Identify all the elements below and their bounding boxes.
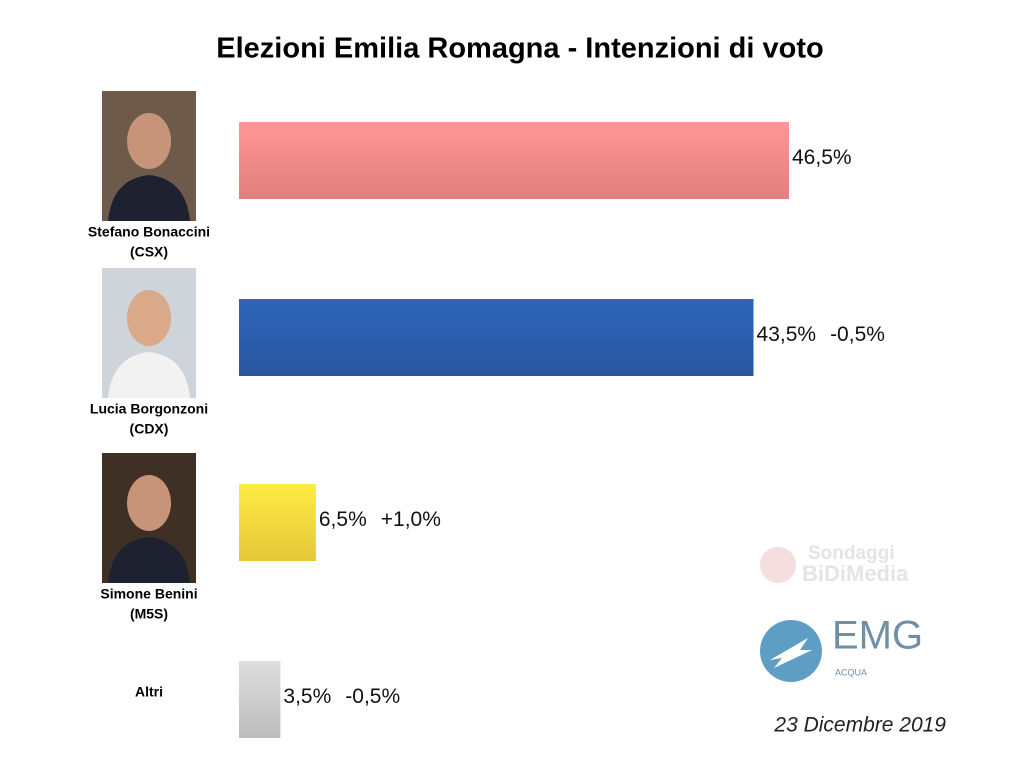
bar: [239, 122, 789, 199]
watermark-logo: Sondaggi BiDiMedia: [760, 543, 909, 586]
candidate-name: Stefano Bonaccini: [88, 224, 210, 240]
candidate-photo: [102, 453, 196, 583]
category-label: Altri: [135, 684, 163, 700]
candidate-photo: [102, 268, 196, 398]
photo-head: [127, 290, 171, 346]
photo-body: [108, 537, 190, 583]
watermark-text: BiDiMedia: [802, 561, 909, 586]
photo-head: [127, 113, 171, 169]
candidate-name: Lucia Borgonzoni: [90, 401, 208, 417]
value-label: 46,5%: [792, 146, 852, 169]
candidate-photo: [102, 91, 196, 221]
bar: [239, 661, 281, 738]
watermark-text: Sondaggi: [808, 543, 895, 564]
candidate-name: Simone Benini: [100, 586, 197, 602]
candidate-party: (CSX): [130, 244, 168, 260]
bar: [239, 484, 316, 561]
value-label: 43,5%: [757, 323, 817, 346]
watermark-icon: [760, 547, 796, 583]
emg-icon-arrow: [770, 638, 812, 668]
photo-body: [108, 175, 190, 221]
emg-text: EMG: [832, 614, 923, 658]
change-label: -0,5%: [830, 323, 885, 346]
value-label: 3,5%: [283, 685, 331, 708]
candidate-party: (M5S): [130, 606, 168, 622]
bar: [239, 299, 754, 376]
date: 23 Dicembre 2019: [773, 714, 946, 737]
value-label: 6,5%: [319, 508, 367, 531]
emg-subtext: ACQUA: [835, 667, 867, 677]
chart-title: Elezioni Emilia Romagna - Intenzioni di …: [216, 33, 823, 65]
photo-head: [127, 475, 171, 531]
change-label: +1,0%: [381, 508, 441, 531]
emg-logo: EMG ACQUA: [760, 614, 923, 682]
change-label: -0,5%: [345, 685, 400, 708]
photo-body: [108, 352, 190, 398]
candidate-party: (CDX): [130, 421, 169, 437]
